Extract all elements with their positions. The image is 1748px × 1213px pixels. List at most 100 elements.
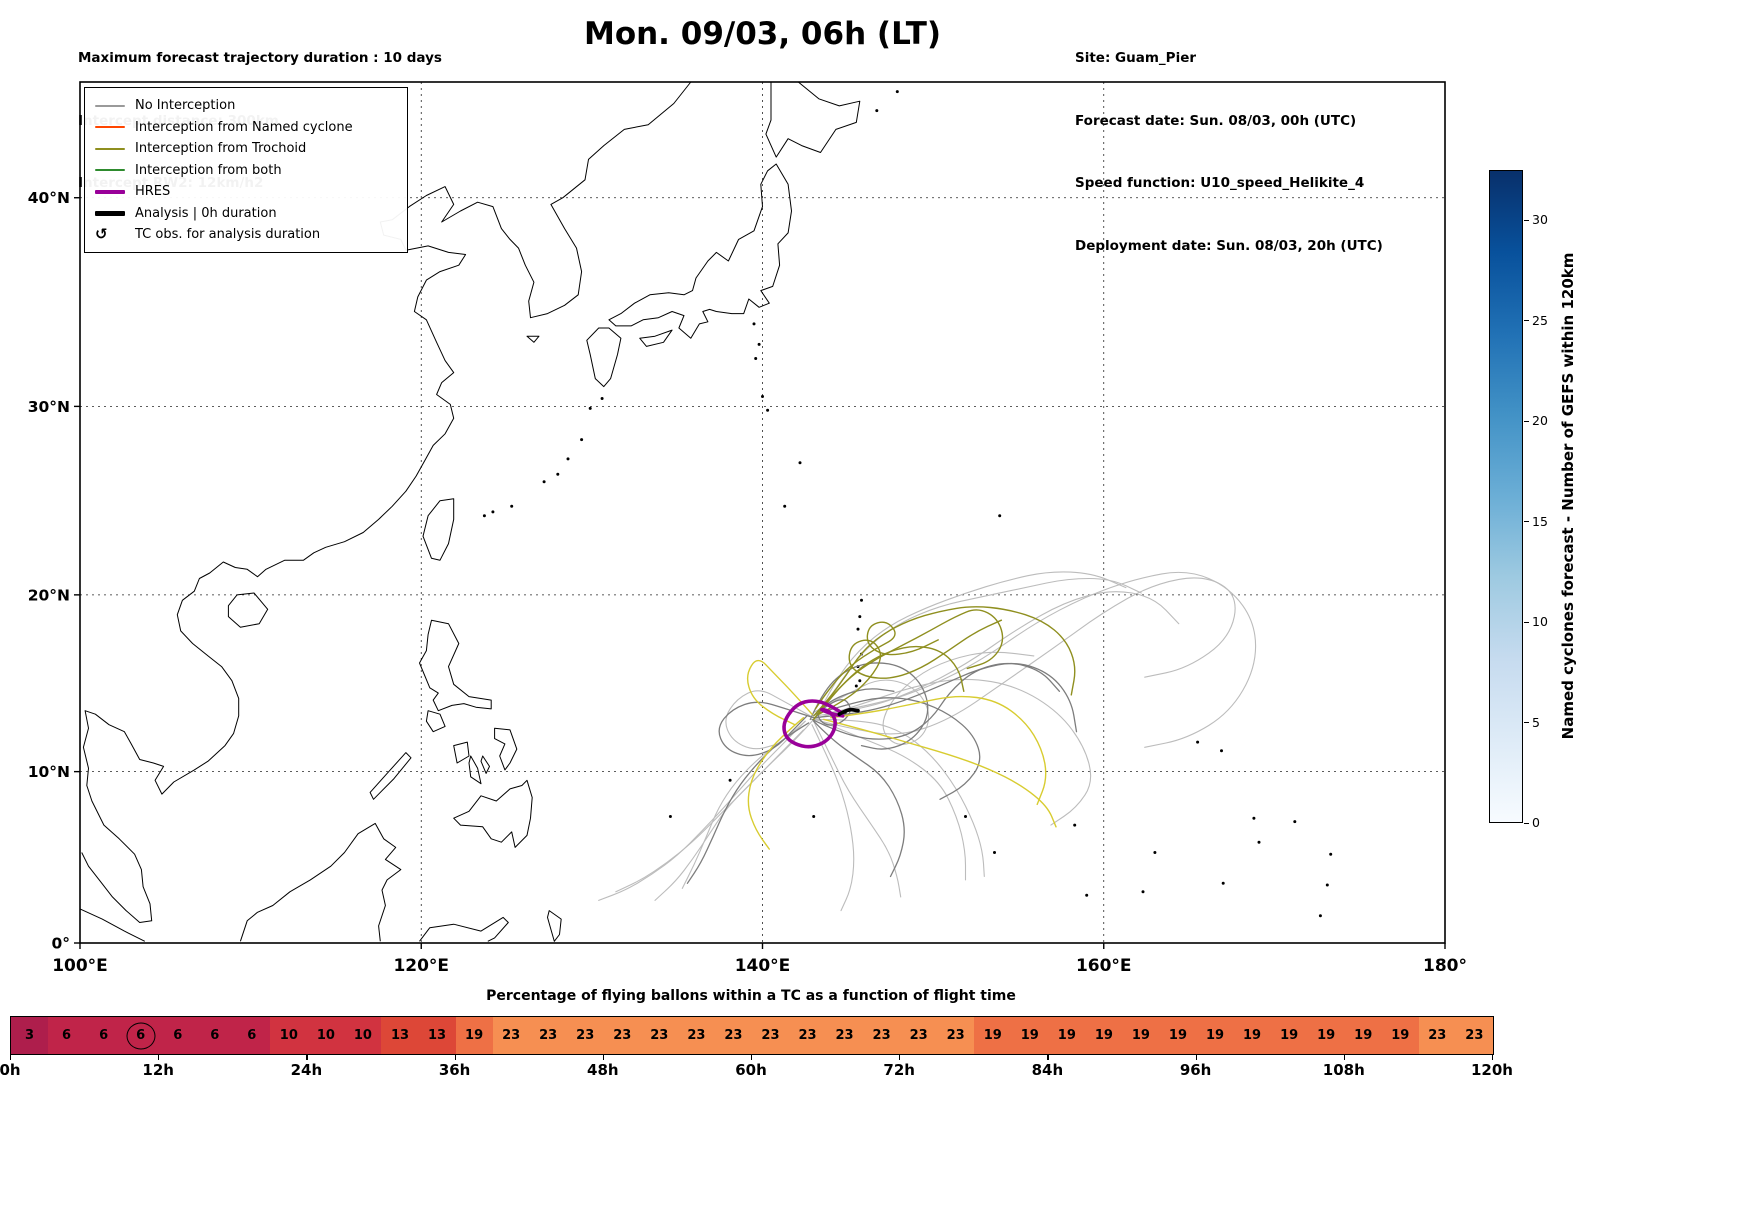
strip-cell-value: 10 <box>279 1028 298 1043</box>
island-dot <box>858 679 862 683</box>
island-dot <box>668 815 672 818</box>
strip-cell-value: 13 <box>390 1028 410 1043</box>
strip-cell-value: 23 <box>539 1028 558 1043</box>
strip-cell-value: 23 <box>798 1028 817 1043</box>
strip-cell-value: 23 <box>650 1028 669 1043</box>
island-dot <box>1252 816 1256 820</box>
strip-cell-value: 23 <box>502 1028 521 1043</box>
strip-cell: 19 <box>1233 1017 1271 1054</box>
island-dot <box>1325 883 1329 887</box>
strip-cell: 19 <box>974 1017 1012 1054</box>
coastline-mindoro <box>425 710 446 733</box>
colorbar <box>1489 170 1523 823</box>
strip-cell: 23 <box>863 1017 901 1054</box>
island-dot <box>588 406 592 410</box>
coastline-panay <box>453 741 470 764</box>
strip-tick-label: 84h <box>1031 1061 1064 1079</box>
strip-cell-value: 6 <box>210 1028 220 1043</box>
legend-item-1: Interception from Named cyclone <box>95 117 397 139</box>
x-tick-label: 100°E <box>52 956 108 976</box>
strip-cell: 3 <box>11 1017 49 1054</box>
coastline-jeju <box>526 335 540 343</box>
island-dot <box>1085 893 1089 897</box>
trajectory-analysis <box>837 707 860 716</box>
strip-cell-value: 19 <box>1057 1028 1076 1043</box>
island-dot <box>993 851 996 854</box>
trajectory-light <box>615 718 815 893</box>
strip-cell: 19 <box>1307 1017 1345 1054</box>
x-tick-label: 140°E <box>735 956 791 976</box>
island-dot <box>580 438 584 442</box>
trajectory-dark <box>813 662 1078 733</box>
strip-cell-value: 6 <box>173 1028 183 1043</box>
strip-cell-value: 6 <box>99 1028 109 1043</box>
coastline-negros <box>468 755 482 785</box>
strip-cell: 19 <box>1085 1017 1123 1054</box>
trajectory-light <box>816 571 1127 717</box>
coastline-shikoku <box>639 329 673 347</box>
island-dot <box>854 684 858 688</box>
map-legend: No Interception Interception from Named c… <box>84 87 408 253</box>
colorbar-tick-label: 10 <box>1532 614 1548 630</box>
trajectory-light <box>813 651 1035 745</box>
strip-cell-value: 19 <box>1280 1028 1299 1043</box>
trajectory-yellow <box>830 695 1047 806</box>
island-dot <box>1220 749 1223 753</box>
strip-tick-label: 36h <box>438 1061 471 1079</box>
strip-tick-label: 48h <box>587 1061 619 1079</box>
strip-cell-value: 23 <box>613 1028 632 1043</box>
strip-cell-value: 19 <box>983 1028 1002 1043</box>
strip-cell-value: 23 <box>872 1028 891 1043</box>
legend-item-0: No Interception <box>95 95 397 117</box>
strip-tick-label: 0h <box>0 1061 21 1079</box>
trajectory-light <box>813 678 1092 826</box>
strip-cell-value: 19 <box>1131 1028 1150 1043</box>
coastline-hainan <box>227 592 269 628</box>
legend-label: TC obs. for analysis duration <box>135 227 321 243</box>
tc-obs-icon: ↺ <box>95 225 108 244</box>
strip-tick-mark <box>454 1054 456 1060</box>
strip-cell-value: 10 <box>316 1028 335 1043</box>
strip-cell: 23 <box>640 1017 678 1054</box>
strip-cell: 23 <box>603 1017 641 1054</box>
coastline-cebu <box>480 755 490 774</box>
colorbar-tick-label: 15 <box>1532 513 1548 529</box>
strip-cell: 6 <box>233 1017 271 1054</box>
legend-item-4: HRES <box>95 181 397 203</box>
legend-line-sample <box>95 211 125 216</box>
strip-cell: 23 <box>1418 1017 1456 1054</box>
strip-cell-value: 13 <box>427 1028 447 1043</box>
strip-cell: 6 <box>159 1017 197 1054</box>
colorbar-tick-mark <box>1524 320 1529 322</box>
coastline-sulawesi-north <box>419 916 509 942</box>
strip-cell: 23 <box>900 1017 938 1054</box>
deployment-date-line: Deployment date: Sun. 08/03, 20h (UTC) <box>1075 238 1383 255</box>
strip-cell: 19 <box>1011 1017 1049 1054</box>
strip-cell: 19 <box>1122 1017 1160 1054</box>
strip-tick-mark <box>306 1054 308 1060</box>
strip-cell-value: 23 <box>761 1028 780 1043</box>
trajectory-light <box>813 720 902 898</box>
x-tick-label: 120°E <box>393 956 449 976</box>
trajectory-hres <box>782 699 845 749</box>
island-dot <box>1221 881 1225 885</box>
strip-cell-value: 23 <box>724 1028 743 1043</box>
strip-cell-value: 6 <box>62 1028 72 1043</box>
strip-cell: 6 <box>48 1017 86 1054</box>
strip-tick-label: 120h <box>1471 1061 1513 1079</box>
strip-tick-mark <box>1047 1054 1049 1060</box>
island-dot <box>1196 740 1200 744</box>
colorbar-tick-label: 25 <box>1532 312 1548 328</box>
strip-cell-value: 3 <box>25 1028 35 1043</box>
strip-cell: 6 <box>122 1017 160 1054</box>
strip-tick-label: 60h <box>735 1061 767 1079</box>
trajectory-light <box>819 720 967 881</box>
colorbar-label: Named cyclones forecast - Number of GEFS… <box>1559 252 1577 740</box>
strip-cell: 23 <box>566 1017 604 1054</box>
figure-title: Mon. 09/03, 06h (LT) <box>583 16 942 52</box>
colorbar-tick-mark <box>1524 621 1529 623</box>
island-dot <box>964 815 967 818</box>
strip-tick-mark <box>602 1054 605 1060</box>
